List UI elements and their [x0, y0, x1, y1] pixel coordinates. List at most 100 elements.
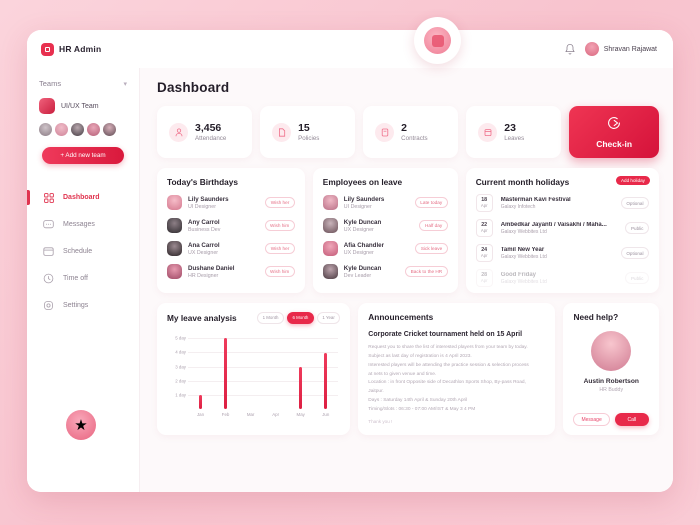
list-item[interactable]: 18 Apr Masterman Kavi Festival Galaxy In…	[475, 194, 649, 212]
stat-label: Contracts	[401, 135, 428, 143]
list-item[interactable]: Lily Saunders UI Designer Late today	[322, 195, 448, 210]
list-item[interactable]: 24 Apr Tamil New Year Galaxy Webbites Lt…	[475, 244, 649, 262]
person-role: UI Designer	[343, 203, 372, 210]
y-tick-label: 2 day	[175, 378, 186, 384]
x-tick-label: Mar	[246, 411, 255, 417]
chevron-down-icon[interactable]: ▾	[123, 80, 127, 88]
check-in-button[interactable]: Check-in	[569, 106, 660, 158]
person-role: UX Designer	[343, 249, 374, 256]
cards-row-middle: Today's Birthdays Lily Saunders UI Desig…	[157, 168, 659, 293]
announcement-headline: Corporate Cricket tournament held on 15 …	[368, 331, 523, 338]
sidebar-item-time-off[interactable]: Time off	[27, 265, 139, 292]
avatar	[167, 264, 182, 279]
range-toggle-6-month[interactable]: 6 Month	[286, 312, 314, 324]
message-button[interactable]: Message	[573, 413, 610, 426]
add-new-team-button[interactable]: + Add new team	[42, 147, 124, 164]
list-item[interactable]: Any Carrol Business Dev Wish him	[167, 218, 295, 233]
person-name: Lily Saunders	[188, 195, 229, 203]
stat-card-policies[interactable]: 15 Policies	[260, 106, 356, 158]
cards-row-bottom: My leave analysis 1 Month 6 Month 1 Year…	[157, 303, 659, 435]
announcement-line: at nets to given venue and time.	[368, 371, 437, 377]
top-header: HR Admin Shravan Rajawat	[27, 30, 673, 68]
call-button[interactable]: Call	[614, 413, 649, 426]
user-menu[interactable]: Shravan Rajawat	[584, 42, 657, 56]
card-title: Need help?	[573, 312, 619, 322]
teams-header[interactable]: Teams ▾	[39, 79, 127, 88]
stat-card-leaves[interactable]: 23 Leaves	[466, 106, 562, 158]
person-icon	[169, 122, 188, 142]
star-eyes-emoji-icon: ★	[66, 410, 96, 440]
holiday-org: Galaxy Webbites Ltd	[500, 228, 547, 235]
bar-column-jan	[194, 333, 208, 409]
holiday-org: Galaxy Webbites Ltd	[500, 253, 547, 260]
list-item[interactable]: Dushane Daniel HR Designer Wish him	[167, 264, 295, 279]
list-item[interactable]: 28 Apr Good Friday Galaxy Webbites Ltd P…	[475, 269, 649, 287]
holiday-name: Masterman Kavi Festival	[500, 196, 571, 203]
list-item[interactable]: Ana Carrol UX Designer Wish her	[167, 241, 295, 256]
notification-bell-icon[interactable]	[564, 43, 576, 56]
main-content: Dashboard 3,456 Attendance	[140, 68, 673, 492]
person-role: Business Dev	[188, 226, 221, 233]
stat-value: 23	[504, 121, 516, 134]
leave-status-button[interactable]: Sick leave	[415, 242, 448, 255]
range-toggle-1-month[interactable]: 1 Month	[257, 312, 284, 324]
stat-card-attendance[interactable]: 3,456 Attendance	[157, 106, 253, 158]
avatar	[55, 123, 68, 136]
person-name: Any Carrol	[188, 218, 220, 226]
bar-column-jun	[319, 333, 333, 409]
list-item[interactable]: Lily Saunders UI Designer Wish her	[167, 195, 295, 210]
stat-label: Policies	[298, 135, 320, 143]
announcement-body: Request you to share the list of interes…	[368, 344, 545, 415]
avatar	[322, 218, 338, 233]
list-item[interactable]: 22 Apr Ambedkar Jayanti / Vaisakhi / Mah…	[475, 219, 649, 237]
sidebar-item-schedule[interactable]: Schedule	[27, 238, 139, 265]
person-role: UX Designer	[343, 226, 374, 233]
app-logo-icon	[41, 42, 54, 56]
add-holiday-button[interactable]: Add holiday	[615, 176, 650, 186]
wish-button[interactable]: Wish him	[264, 265, 295, 278]
status-badge: Public	[625, 272, 649, 284]
sidebar-item-settings[interactable]: Settings	[27, 292, 139, 319]
wish-button[interactable]: Wish her	[265, 242, 295, 255]
date-day: 22	[481, 221, 488, 228]
team-item-uiux[interactable]: UI/UX Team	[39, 98, 127, 114]
holiday-name: Tamil New Year	[500, 246, 545, 253]
stat-label: Attendance	[195, 135, 227, 143]
date-chip: 22 Apr	[475, 219, 493, 237]
sidebar-item-label: Schedule	[63, 248, 93, 255]
chart-title: My leave analysis	[167, 312, 237, 323]
list-item[interactable]: Kyle Duncan Dev Leader Back to the HR	[322, 264, 448, 279]
date-chip: 28 Apr	[475, 269, 493, 287]
sidebar-item-messages[interactable]: Messages	[27, 211, 139, 238]
x-tick-label: Apr	[272, 411, 280, 417]
stat-value: 15	[298, 121, 310, 134]
team-member-avatars[interactable]	[39, 123, 127, 136]
x-tick-label: Jan	[196, 411, 205, 417]
person-role: Dev Leader	[343, 272, 372, 279]
date-chip: 24 Apr	[475, 244, 493, 262]
person-name: Kyle Duncan	[343, 264, 382, 272]
clock-icon	[43, 273, 54, 284]
avatar	[103, 123, 116, 136]
list-item[interactable]: Afia Chandler UX Designer Sick leave	[322, 241, 448, 256]
leave-status-button[interactable]: Half day	[419, 219, 448, 232]
check-in-label: Check-in	[596, 139, 633, 149]
avatar	[584, 42, 599, 56]
leave-status-button[interactable]: Late today	[414, 196, 448, 209]
team-logo-icon	[39, 98, 55, 114]
wish-button[interactable]: Wish him	[264, 219, 295, 232]
range-toggle-1-year[interactable]: 1 Year	[316, 312, 341, 324]
person-name: Ana Carrol	[188, 241, 220, 249]
calendar-leave-icon	[478, 122, 498, 142]
y-tick-label: 1 day	[175, 392, 186, 398]
sidebar-item-dashboard[interactable]: Dashboard	[27, 184, 139, 211]
brand[interactable]: HR Admin	[27, 42, 101, 56]
list-item[interactable]: Kyle Duncan UX Designer Half day	[322, 218, 448, 233]
announcement-line: Jaitpur.	[368, 389, 384, 395]
leave-status-button[interactable]: Back to the HR	[405, 265, 448, 278]
stat-card-contracts[interactable]: 2 Contracts	[363, 106, 459, 158]
announcement-line: Subject as last day of registration is 4…	[368, 353, 472, 359]
wish-button[interactable]: Wish her	[265, 196, 295, 209]
sidebar-nav: Dashboard Messages Schedule	[27, 184, 139, 319]
